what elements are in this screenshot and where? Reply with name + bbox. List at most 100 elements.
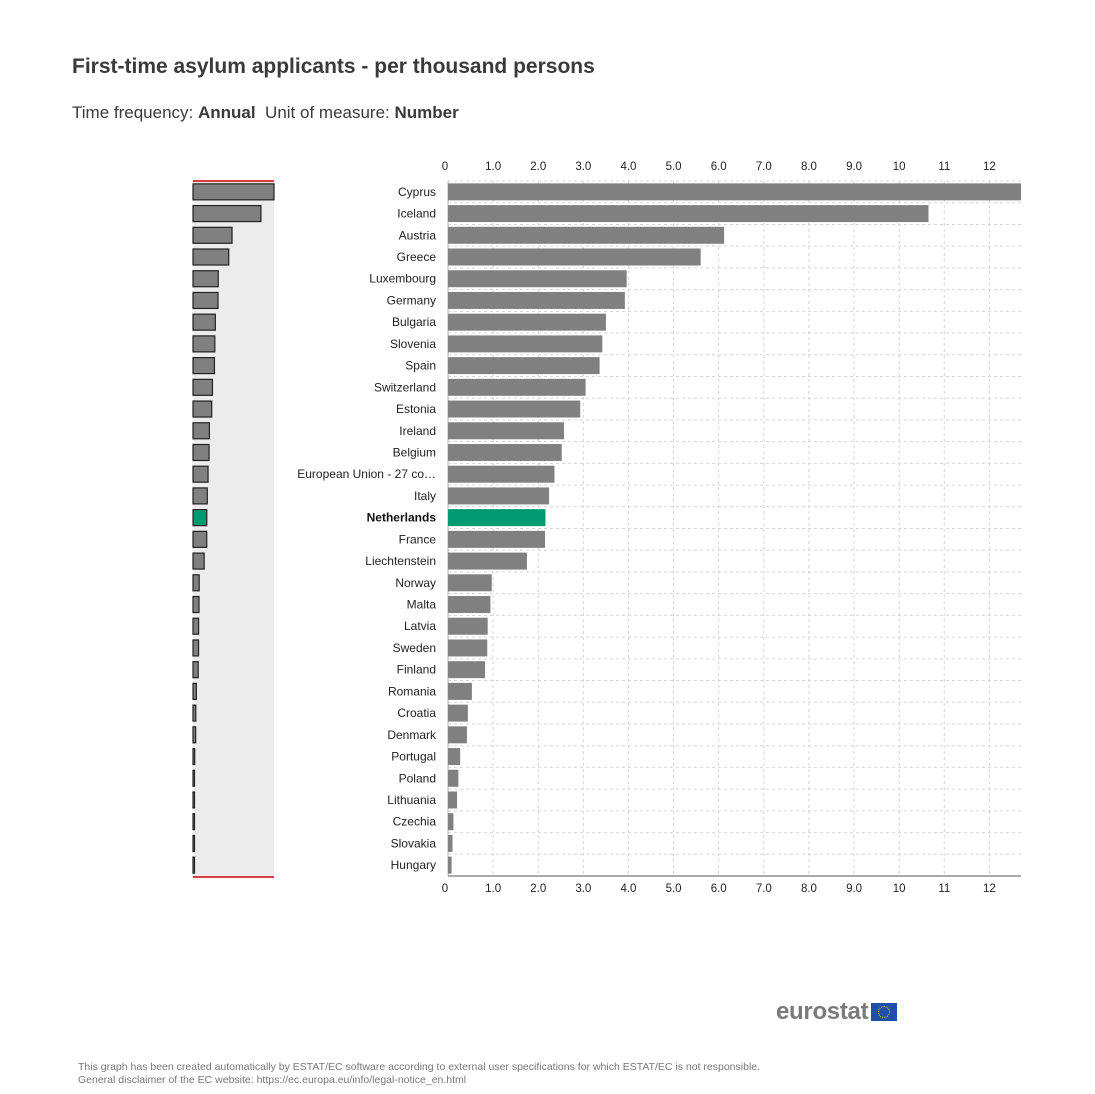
bar: [448, 813, 454, 831]
tick-label-top: 4.0: [620, 161, 636, 173]
tick-label-top: 3.0: [575, 161, 591, 173]
category-label: Croatia: [397, 706, 436, 720]
category-label: Latvia: [404, 619, 436, 633]
category-label: Malta: [407, 598, 437, 612]
tick-label-top: 1.0: [485, 161, 501, 173]
eu-flag-icon: [871, 1003, 898, 1021]
overview-bar: [192, 574, 200, 592]
overview-bar: [192, 704, 197, 722]
overview-bar: [192, 834, 196, 853]
category-label: Spain: [405, 359, 436, 373]
bar: [448, 291, 625, 309]
overview-bar: [192, 183, 275, 201]
category-label: Netherlands: [367, 511, 437, 525]
chart-bars: [448, 183, 1021, 874]
bar: [448, 530, 546, 548]
bar: [448, 487, 550, 505]
bar: [448, 357, 600, 375]
bar: [448, 856, 452, 874]
tick-label-bottom: 6.0: [711, 883, 727, 895]
category-label: Bulgaria: [392, 315, 436, 329]
overview-bar: [192, 509, 208, 527]
bar: [448, 769, 459, 787]
tick-label-top: 6.0: [711, 161, 727, 173]
category-label: European Union - 27 co…: [297, 467, 436, 481]
x-axis-top: 0 1.0 2.0 3.0 4.0 5.0 6.0 7.0 8.0 9.0 10 11 12: [442, 161, 996, 173]
overview-bar: [192, 813, 196, 831]
frequency-value: Annual: [197, 103, 256, 122]
category-label: Iceland: [397, 207, 436, 221]
overview-bar: [192, 270, 219, 288]
overview-bar: [192, 747, 196, 766]
chart-title: First-time asylum applicants - per thous…: [72, 55, 595, 78]
bar: [448, 791, 458, 809]
overview-bar: [192, 335, 216, 353]
tick-label-top: 2.0: [530, 161, 546, 173]
tick-label-bottom: 10: [893, 883, 906, 895]
eurostat-logo: eurostat: [776, 998, 898, 1025]
footer-line-2: General disclaimer of the EC website: ht…: [78, 1074, 467, 1086]
tick-label-bottom: 12: [983, 883, 996, 895]
category-label: Czechia: [393, 815, 437, 829]
category-label: Romania: [388, 684, 436, 698]
category-labels: Cyprus Iceland Austria Greece Luxembourg Germ…: [297, 185, 437, 872]
category-label: Germany: [387, 293, 436, 307]
category-label: Lithuania: [387, 793, 436, 807]
category-label: Austria: [399, 228, 437, 242]
overview-bar: [192, 357, 216, 375]
overview-bar: [192, 313, 216, 331]
bar: [448, 248, 701, 266]
overview-bar: [192, 639, 200, 657]
overview-bar: [192, 465, 209, 483]
bar: [448, 183, 1021, 201]
tick-label-top: 8.0: [801, 161, 817, 173]
category-label: Switzerland: [374, 380, 436, 394]
bar: [448, 313, 606, 331]
category-label: Hungary: [391, 858, 436, 872]
category-label: Estonia: [396, 402, 436, 416]
category-label: Slovakia: [391, 836, 437, 850]
tick-label-bottom: 8.0: [801, 883, 817, 895]
overview-bar: [192, 769, 196, 787]
category-label: Liechtenstein: [365, 554, 436, 568]
overview-bar: [192, 204, 262, 223]
footer-disclaimer: This graph has been created automaticall…: [78, 1061, 760, 1087]
bar: [448, 226, 725, 244]
category-label: Belgium: [393, 445, 436, 459]
bar: [448, 400, 581, 418]
overview-bar: [192, 552, 205, 570]
category-label: Norway: [395, 576, 436, 590]
tick-label-top: 7.0: [756, 161, 772, 173]
tick-label-top: 9.0: [846, 161, 862, 173]
bar: [448, 639, 488, 657]
bar: [448, 552, 527, 570]
bar: [448, 443, 562, 461]
bar: [448, 596, 491, 614]
bar: [448, 465, 555, 483]
tick-label-top: 5.0: [666, 161, 682, 173]
category-label: Sweden: [393, 641, 436, 655]
overview-bar: [192, 530, 208, 548]
category-label: Cyprus: [398, 185, 436, 199]
x-axis-bottom: 0 1.0 2.0 3.0 4.0 5.0 6.0 7.0 8.0 9.0 10 11 12: [442, 883, 996, 895]
bar: [448, 661, 485, 679]
overview-navigator[interactable]: [192, 180, 275, 878]
overview-bar: [192, 487, 208, 505]
bar: [448, 682, 472, 700]
tick-label-bottom: 7.0: [756, 883, 772, 895]
bar: [448, 748, 461, 766]
overview-bar: [192, 617, 200, 635]
category-label: Slovenia: [390, 337, 436, 351]
overview-bar: [192, 226, 233, 244]
footer-line-1: This graph has been created automaticall…: [78, 1061, 761, 1073]
tick-label-bottom: 3.0: [575, 883, 591, 895]
tick-label-top: 11: [938, 161, 950, 173]
bar: [448, 617, 488, 635]
tick-label-top: 10: [893, 161, 906, 173]
logo-text: eurostat: [776, 998, 869, 1025]
overview-bar: [192, 291, 219, 310]
overview-bar: [192, 726, 197, 744]
chart-subtitle: Time frequency: Annual Unit of measure: …: [72, 103, 459, 123]
category-label: Italy: [414, 489, 436, 503]
